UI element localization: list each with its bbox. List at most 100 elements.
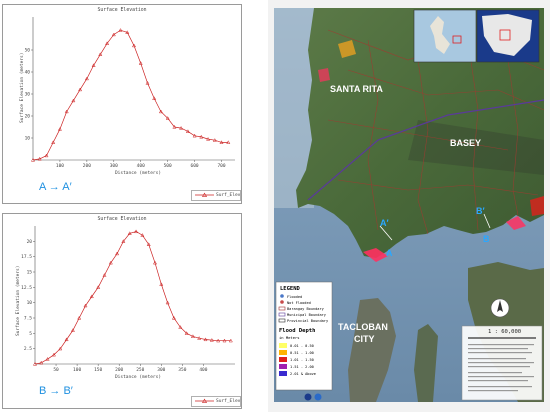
- data-point: [64, 337, 69, 342]
- inset-leyte-land: [482, 14, 532, 56]
- data-point: [172, 124, 177, 129]
- y-tick-label: 40: [25, 70, 31, 76]
- legend-municipal: Municipal Boundary: [287, 313, 327, 317]
- north-arrow-pointer: [497, 300, 503, 312]
- series-line: [34, 231, 231, 365]
- legend-title: LEGEND: [280, 286, 301, 292]
- legend-line-icon: [195, 192, 214, 197]
- legend-depth-1: 0.01 - 0.50: [290, 344, 314, 348]
- data-point: [125, 30, 130, 34]
- legend-not-flooded-icon: [280, 300, 284, 304]
- data-point: [228, 338, 233, 343]
- data-point: [140, 233, 145, 237]
- data-point: [39, 360, 44, 365]
- data-point: [121, 239, 126, 243]
- logo-icon: [304, 393, 312, 401]
- municipal-boundary: [307, 99, 545, 201]
- inset-location-box: [499, 29, 511, 41]
- flood-map[interactable]: SANTA RITA BASEY TACLOBAN CITY A′ A B′ B…: [268, 0, 550, 412]
- legend-depth-swatch-4: [279, 364, 287, 369]
- data-point: [165, 300, 170, 305]
- legend-depth-swatch-3: [279, 357, 287, 362]
- data-point: [226, 140, 231, 144]
- data-point: [199, 134, 204, 139]
- marker-a-prime: A′: [380, 218, 389, 228]
- chart-panel-a: Surface Elevation Surface Elevation (met…: [2, 4, 242, 204]
- legend-depth-swatch-2: [279, 350, 287, 355]
- place-label-basey: BASEY: [450, 138, 481, 148]
- marker-a: A: [386, 248, 393, 258]
- legend-depth-5: 2.01 & Above: [290, 372, 316, 376]
- legend-barangay-icon: [278, 306, 286, 311]
- legend-label: Surf_Elev: [216, 193, 241, 198]
- legend-depth-2: 0.51 - 1.00: [290, 351, 314, 355]
- land-mass: [296, 8, 544, 258]
- y-tick-label: 10: [25, 136, 31, 142]
- legend-flooded-icon: [280, 294, 284, 298]
- data-point: [145, 80, 150, 85]
- data-point: [197, 336, 202, 340]
- logo-icon: [314, 393, 322, 401]
- chart-title: Surface Elevation: [97, 8, 147, 13]
- x-tick-label: 700: [217, 163, 225, 169]
- x-tick-label: 250: [136, 367, 144, 373]
- legend-depth-swatch-1: [279, 343, 287, 348]
- y-tick-label: 17.5: [21, 254, 32, 260]
- legend-depth-4: 1.51 - 2.00: [290, 365, 314, 369]
- legend-depth-3: 1.01 - 1.50: [290, 358, 314, 362]
- x-axis-label: Distance (meters): [114, 171, 162, 176]
- legend-depth-title: Flood Depth: [279, 328, 315, 334]
- legend-depth-units: in Meters: [279, 335, 300, 340]
- data-point: [184, 331, 189, 335]
- legend-not-flooded: Not Flooded: [287, 301, 311, 305]
- chart-plot-a: 100 200 300 400 500 600 700 10 20 30 40 50: [25, 17, 235, 169]
- data-point: [58, 346, 63, 351]
- data-point: [37, 156, 42, 161]
- data-point: [32, 361, 38, 366]
- data-point: [165, 116, 170, 120]
- data-point: [105, 41, 110, 45]
- x-tick-label: 50: [53, 367, 59, 373]
- data-point: [44, 153, 49, 158]
- data-point: [152, 96, 157, 100]
- data-point: [84, 76, 89, 81]
- x-tick-label: 400: [137, 163, 145, 169]
- data-point: [179, 125, 184, 130]
- y-tick-label: 10: [27, 300, 33, 306]
- data-point: [83, 303, 88, 308]
- profile-caption: B → B′: [39, 385, 73, 397]
- y-tick-label: 30: [25, 92, 31, 98]
- flood-zones: [318, 40, 544, 262]
- data-point: [108, 260, 113, 265]
- data-point: [158, 109, 163, 114]
- legend-flooded: Flooded: [287, 295, 302, 299]
- inset-map-philippines: [413, 9, 477, 63]
- y-tick-label: 12.5: [21, 285, 32, 291]
- data-point: [159, 282, 164, 286]
- data-point: [78, 87, 83, 92]
- profile-line-b: [483, 213, 491, 229]
- marker-b: B: [483, 234, 490, 244]
- data-point: [212, 138, 217, 142]
- land-mass-tacloban: [348, 298, 396, 402]
- y-tick-label: 5: [29, 331, 32, 337]
- data-point: [190, 334, 195, 338]
- data-point: [51, 140, 56, 144]
- legend-line-icon: [195, 398, 214, 403]
- chart-panel-b: Surface Elevation Surface Elevation (met…: [2, 213, 242, 409]
- y-tick-label: 2.5: [24, 346, 32, 352]
- place-label-tacloban: TACLOBAN: [338, 322, 388, 332]
- data-point: [70, 328, 75, 332]
- data-point: [91, 63, 96, 67]
- chart-plot-b: 50 100 150 200 250 300 350 400 2.5 5 7.5 10 12.5 15 17…: [21, 226, 235, 373]
- x-tick-label: 150: [94, 367, 102, 373]
- place-label-city: CITY: [354, 334, 375, 344]
- data-point: [127, 231, 132, 235]
- legend-depth-swatch-5: [279, 371, 287, 376]
- y-tick-label: 20: [27, 239, 33, 245]
- chart-legend: Surf_Elev: [191, 396, 241, 407]
- x-tick-label: 300: [110, 163, 118, 169]
- cloud-shadow: [408, 120, 544, 175]
- inset-philippines-land: [430, 16, 450, 54]
- data-point: [96, 285, 101, 289]
